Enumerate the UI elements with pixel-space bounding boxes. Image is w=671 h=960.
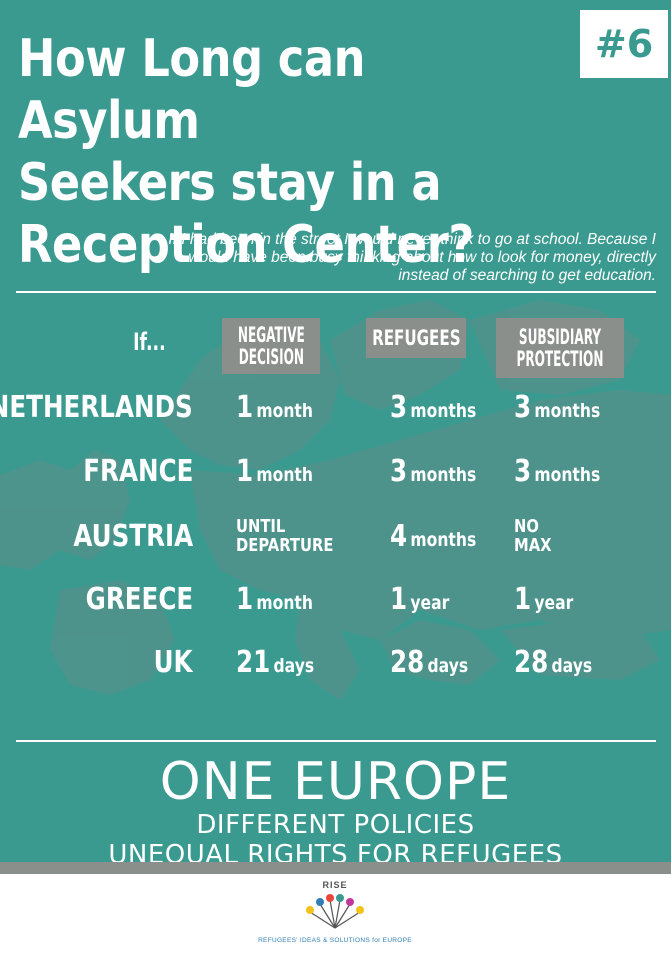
cell-value: 1 bbox=[514, 582, 532, 617]
table-cell: 1 month bbox=[236, 580, 313, 620]
cell-value: 1 bbox=[236, 582, 254, 617]
cell-value: 28 bbox=[390, 645, 425, 680]
table-cell: 3 months bbox=[514, 452, 600, 492]
divider-bottom bbox=[16, 740, 656, 742]
column-header-label: SUBSIDIARY PROTECTION bbox=[506, 326, 615, 370]
cell-value: 1 bbox=[236, 390, 254, 425]
row-country: GREECE bbox=[85, 582, 193, 617]
table-cell: UNTIL DEPARTURE bbox=[236, 517, 333, 555]
cell-unit: months bbox=[534, 400, 601, 422]
column-header-line: DECISION bbox=[238, 345, 304, 369]
row-country: UK bbox=[153, 645, 193, 680]
title-line: Seekers stay in a bbox=[18, 153, 442, 213]
row-country: AUSTRIA bbox=[73, 519, 193, 554]
column-header-line: PROTECTION bbox=[516, 347, 604, 371]
cell-unit: days bbox=[427, 655, 469, 677]
issue-badge: #6 bbox=[580, 10, 668, 78]
cell-value: 4 bbox=[390, 519, 408, 554]
cell-unit: year bbox=[534, 592, 574, 614]
cell-unit: months bbox=[534, 464, 601, 486]
column-header-line: SUBSIDIARY bbox=[518, 325, 602, 349]
table-cell: 21 days bbox=[236, 643, 314, 683]
cell-value: 28 bbox=[514, 645, 549, 680]
title-line: How Long can Asylum bbox=[18, 29, 366, 151]
divider-top bbox=[16, 291, 656, 293]
cell-unit: months bbox=[410, 400, 477, 422]
logo-name: RISE bbox=[322, 880, 348, 890]
table-cell: 28 days bbox=[514, 643, 592, 683]
cell-value: 3 bbox=[390, 454, 408, 489]
table-cell: 3 months bbox=[514, 388, 600, 428]
cell-line: UNTIL bbox=[236, 516, 286, 537]
cell-unit: days bbox=[273, 655, 315, 677]
footer-band bbox=[0, 862, 671, 874]
quote: If I had been in the street I would neve… bbox=[60, 231, 656, 285]
footer-line-1: DIFFERENT POLICIES bbox=[196, 810, 475, 840]
table-cell: 3 months bbox=[390, 388, 476, 428]
table-cell: 1 year bbox=[514, 580, 573, 620]
row-country: FRANCE bbox=[82, 454, 193, 489]
table-cell: 1 month bbox=[236, 388, 313, 428]
quote-line: instead of searching to get education. bbox=[398, 267, 656, 284]
quote-line: would have been busy thinking about how … bbox=[188, 249, 656, 266]
column-header-line: NEGATIVE bbox=[237, 323, 305, 347]
footer-headline: ONE EUROPE bbox=[159, 752, 512, 812]
table-cell: 4 months bbox=[390, 517, 476, 557]
cell-line: NO bbox=[514, 516, 539, 537]
cell-value: 1 bbox=[390, 582, 408, 617]
table-cell: 1 year bbox=[390, 580, 449, 620]
logo-graphic-icon bbox=[306, 894, 364, 929]
cell-line: MAX bbox=[514, 535, 552, 556]
logo-tagline: REFUGEES' IDEAS & SOLUTIONS for EUROPE bbox=[258, 937, 412, 944]
column-header-label: NEGATIVE DECISION bbox=[229, 324, 313, 368]
column-header-subsidiary-protection: SUBSIDIARY PROTECTION bbox=[496, 318, 624, 378]
cell-unit: month bbox=[256, 400, 313, 422]
column-header-label: REFUGEES bbox=[371, 326, 461, 350]
table-cell: 3 months bbox=[390, 452, 476, 492]
cell-value: 1 bbox=[236, 454, 254, 489]
cell-value: 3 bbox=[514, 454, 532, 489]
cell-value: 3 bbox=[514, 390, 532, 425]
infographic-poster: How Long can Asylum Seekers stay in a Re… bbox=[0, 0, 671, 870]
quote-line: If I had been in the street I would neve… bbox=[168, 231, 656, 248]
table-cell: 1 month bbox=[236, 452, 313, 492]
cell-unit: months bbox=[410, 464, 477, 486]
cell-value: 21 bbox=[236, 645, 271, 680]
row-country: NETHERLANDS bbox=[0, 390, 193, 425]
table-corner-label: If... bbox=[132, 328, 166, 356]
cell-unit: months bbox=[410, 529, 477, 551]
cell-unit: month bbox=[256, 592, 313, 614]
cell-value: 3 bbox=[390, 390, 408, 425]
cell-line: DEPARTURE bbox=[236, 535, 334, 556]
cell-unit: days bbox=[551, 655, 593, 677]
column-header-refugees: REFUGEES bbox=[366, 318, 466, 358]
page-title: How Long can Asylum Seekers stay in a Re… bbox=[18, 28, 500, 276]
title-line: Reception Center? bbox=[18, 215, 474, 275]
table-cell: 28 days bbox=[390, 643, 468, 683]
table-cell: NO MAX bbox=[514, 517, 552, 555]
rise-logo: RISE REFUGEES' IDEAS & SOLUTIONS for EUR… bbox=[250, 880, 420, 955]
column-header-negative-decision: NEGATIVE DECISION bbox=[222, 318, 320, 374]
cell-unit: year bbox=[410, 592, 450, 614]
table-corner: If... bbox=[127, 318, 171, 366]
cell-unit: month bbox=[256, 464, 313, 486]
